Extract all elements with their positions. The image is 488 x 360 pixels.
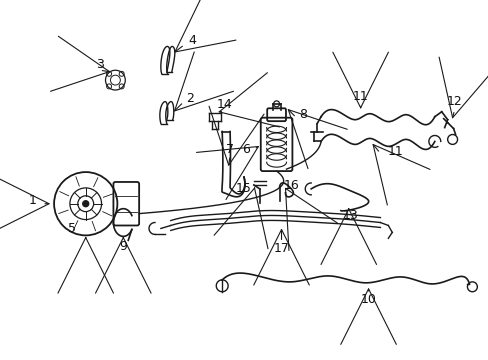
Text: 13: 13: [342, 209, 358, 222]
Text: 4: 4: [188, 34, 196, 47]
Text: 11: 11: [352, 90, 368, 103]
Circle shape: [82, 201, 88, 207]
Text: 8: 8: [299, 108, 306, 121]
Text: 14: 14: [216, 98, 232, 111]
Text: 1: 1: [28, 194, 36, 207]
Text: 11: 11: [386, 145, 402, 158]
Text: 2: 2: [186, 93, 194, 105]
Text: 9: 9: [119, 240, 127, 253]
Text: 17: 17: [273, 242, 289, 255]
Text: 16: 16: [283, 179, 299, 193]
Text: 15: 15: [236, 183, 251, 195]
Text: 5: 5: [68, 222, 76, 235]
Text: 7: 7: [225, 143, 234, 156]
Text: 6: 6: [242, 143, 249, 156]
Text: 12: 12: [446, 95, 462, 108]
Text: 10: 10: [360, 293, 376, 306]
Text: 3: 3: [96, 58, 103, 71]
